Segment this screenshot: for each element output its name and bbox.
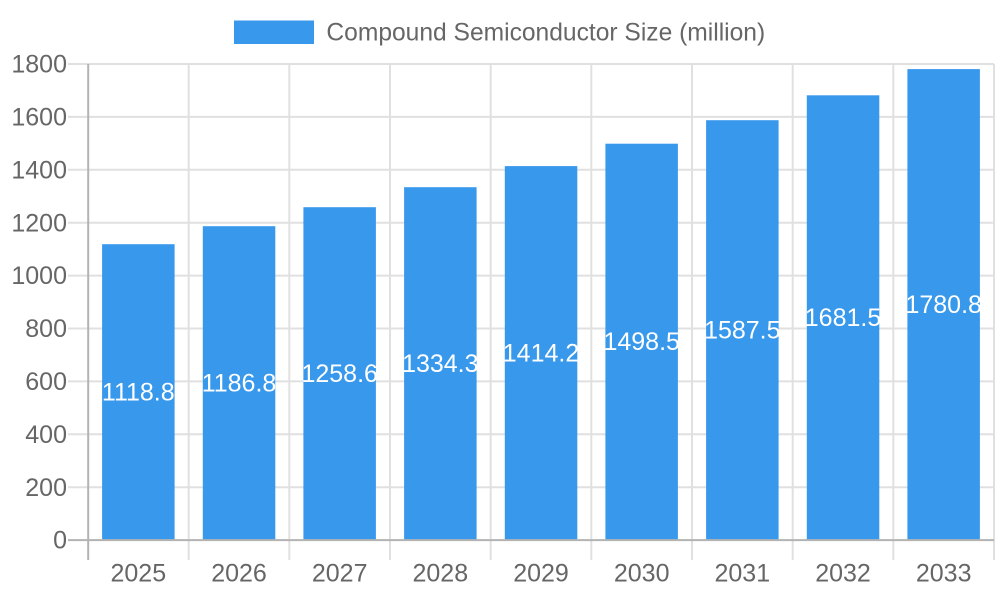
svg-text:600: 600 [25,368,67,396]
svg-text:1400: 1400 [11,156,67,184]
svg-text:2026: 2026 [211,560,267,588]
svg-text:2027: 2027 [312,560,368,588]
svg-text:2033: 2033 [916,560,972,588]
svg-text:400: 400 [25,421,67,449]
svg-text:1587.5: 1587.5 [704,316,780,344]
svg-text:2025: 2025 [110,560,166,588]
svg-text:2030: 2030 [614,560,670,588]
svg-text:800: 800 [25,315,67,343]
svg-text:Compound Semiconductor Size (m: Compound Semiconductor Size (million) [326,19,765,46]
svg-text:1200: 1200 [11,209,67,237]
svg-text:1334.3: 1334.3 [402,350,478,378]
svg-text:2028: 2028 [412,560,468,588]
svg-text:1681.5: 1681.5 [805,304,881,332]
svg-text:1780.8: 1780.8 [905,291,981,319]
svg-text:1000: 1000 [11,262,67,290]
svg-text:1600: 1600 [11,104,67,132]
svg-text:2029: 2029 [513,560,569,588]
svg-text:1498.5: 1498.5 [603,328,679,356]
svg-text:1800: 1800 [11,51,67,79]
svg-text:1414.2: 1414.2 [503,339,579,367]
svg-text:2032: 2032 [815,560,871,588]
svg-text:0: 0 [53,527,67,555]
svg-text:1258.6: 1258.6 [301,360,377,388]
svg-text:1118.8: 1118.8 [102,378,175,406]
svg-text:200: 200 [25,474,67,502]
svg-text:1186.8: 1186.8 [202,369,277,397]
svg-text:2031: 2031 [714,560,770,588]
